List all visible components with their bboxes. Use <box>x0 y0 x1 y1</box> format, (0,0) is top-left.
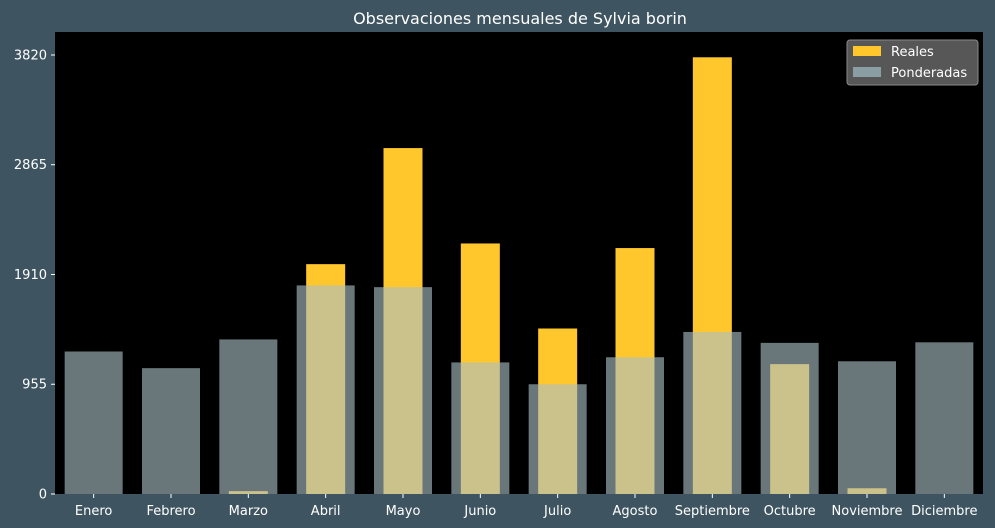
bar-ponderadas-mayo <box>374 287 432 494</box>
x-axis: Enero Febrero Marzo Abril Mayo Junio Julio Agos… <box>75 494 978 519</box>
bar-ponderadas-agosto <box>606 357 664 494</box>
y-tick-label: 1910 <box>14 268 47 283</box>
legend-swatch-ponderadas <box>853 67 881 77</box>
x-tick-label: Septiembre <box>675 504 750 519</box>
y-tick-label: 955 <box>22 378 47 393</box>
chart-title: Observaciones mensuales de Sylvia borin <box>353 9 687 28</box>
bar-ponderadas-marzo <box>219 339 278 494</box>
bar-ponderadas-noviembre <box>838 361 896 494</box>
x-tick-label: Diciembre <box>911 504 977 519</box>
bar-ponderadas-enero <box>64 351 123 494</box>
bar-ponderadas-septiembre <box>683 331 742 494</box>
bar-ponderadas-diciembre <box>915 342 974 494</box>
x-tick-label: Enero <box>75 504 113 519</box>
x-tick-label: Mayo <box>386 504 421 519</box>
x-tick-label: Agosto <box>613 504 658 519</box>
bar-ponderadas-abril <box>296 285 355 494</box>
x-tick-label: Marzo <box>229 504 268 519</box>
series-ponderadas <box>64 285 974 494</box>
legend-swatch-reales <box>853 46 881 56</box>
x-tick-label: Junio <box>463 504 496 519</box>
legend: Reales Ponderadas <box>846 39 979 86</box>
x-tick-label: Febrero <box>146 504 195 519</box>
x-tick-label: Julio <box>543 504 571 519</box>
plot-area <box>55 32 983 494</box>
bar-ponderadas-junio <box>451 362 510 494</box>
y-axis: 0 955 1910 2865 3820 <box>14 48 55 503</box>
y-tick-label: 3820 <box>14 48 47 63</box>
x-tick-label: Abril <box>311 504 341 519</box>
y-tick-label: 0 <box>39 488 47 503</box>
bar-ponderadas-julio <box>528 384 587 494</box>
legend-label-reales: Reales <box>891 45 934 60</box>
legend-label-ponderadas: Ponderadas <box>891 66 967 81</box>
y-tick-label: 2865 <box>14 158 47 173</box>
bar-ponderadas-octubre <box>760 342 819 494</box>
x-tick-label: Noviembre <box>832 504 903 519</box>
x-tick-label: Octubre <box>764 504 816 519</box>
bar-ponderadas-febrero <box>142 368 200 494</box>
